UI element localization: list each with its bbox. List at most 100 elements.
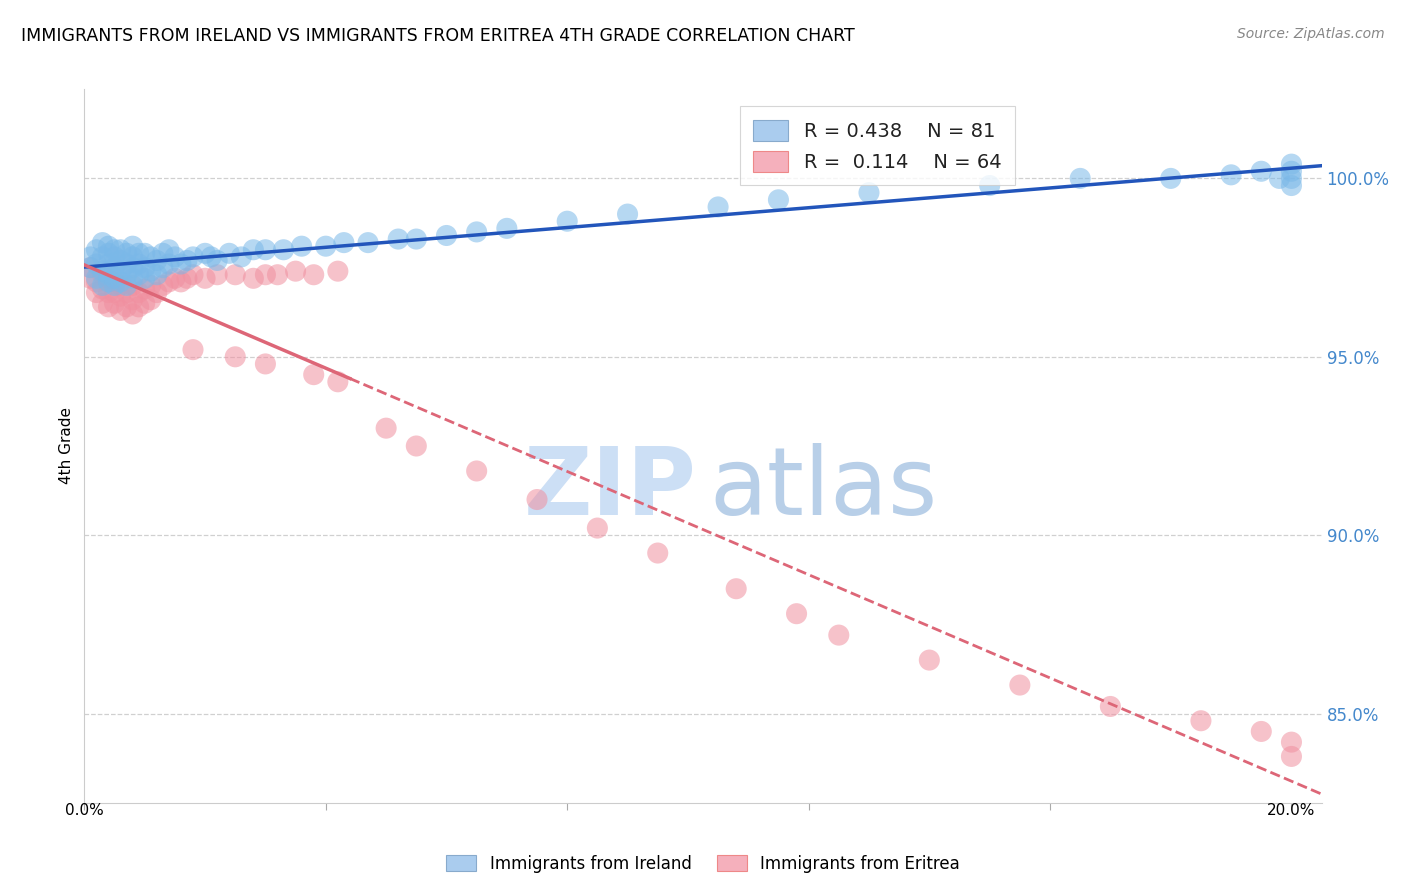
Point	[79, 260, 101, 275]
Point	[91, 268, 114, 282]
Point	[146, 285, 169, 300]
Point	[194, 271, 217, 285]
Point	[555, 214, 578, 228]
Point	[254, 357, 277, 371]
Point	[97, 268, 120, 282]
Point	[86, 271, 108, 285]
Point	[115, 268, 138, 282]
Point	[134, 246, 156, 260]
Point	[1250, 164, 1272, 178]
Point	[1160, 171, 1182, 186]
Point	[115, 285, 138, 300]
Point	[918, 653, 941, 667]
Point	[146, 253, 169, 268]
Point	[97, 275, 120, 289]
Point	[97, 257, 120, 271]
Point	[97, 271, 120, 285]
Point	[224, 350, 246, 364]
Point	[91, 282, 114, 296]
Point	[1281, 171, 1303, 186]
Point	[979, 178, 1001, 193]
Point	[266, 268, 288, 282]
Point	[157, 243, 180, 257]
Point	[181, 268, 204, 282]
Text: atlas: atlas	[709, 442, 938, 535]
Point	[139, 278, 162, 293]
Point	[218, 246, 240, 260]
Point	[121, 271, 143, 285]
Point	[121, 239, 143, 253]
Point	[110, 289, 132, 303]
Point	[242, 271, 264, 285]
Point	[1220, 168, 1243, 182]
Point	[110, 243, 132, 257]
Point	[97, 239, 120, 253]
Point	[616, 207, 638, 221]
Point	[1250, 724, 1272, 739]
Point	[526, 492, 548, 507]
Point	[163, 271, 186, 285]
Point	[254, 268, 277, 282]
Point	[115, 246, 138, 260]
Point	[858, 186, 880, 200]
Point	[128, 246, 150, 260]
Point	[326, 264, 349, 278]
Point	[170, 275, 193, 289]
Point	[176, 271, 198, 285]
Point	[115, 257, 138, 271]
Point	[333, 235, 356, 250]
Point	[128, 285, 150, 300]
Point	[707, 200, 730, 214]
Point	[121, 250, 143, 264]
Point	[97, 300, 120, 314]
Point	[315, 239, 337, 253]
Point	[103, 271, 125, 285]
Point	[86, 243, 108, 257]
Point	[375, 421, 398, 435]
Point	[110, 303, 132, 318]
Point	[103, 285, 125, 300]
Point	[152, 278, 174, 293]
Point	[86, 285, 108, 300]
Point	[1268, 171, 1291, 186]
Point	[170, 257, 193, 271]
Point	[725, 582, 748, 596]
Point	[134, 296, 156, 310]
Point	[97, 246, 120, 260]
Legend: Immigrants from Ireland, Immigrants from Eritrea: Immigrants from Ireland, Immigrants from…	[440, 848, 966, 880]
Point	[176, 253, 198, 268]
Point	[103, 296, 125, 310]
Point	[1281, 157, 1303, 171]
Point	[121, 260, 143, 275]
Point	[326, 375, 349, 389]
Point	[121, 307, 143, 321]
Point	[139, 293, 162, 307]
Point	[273, 243, 295, 257]
Y-axis label: 4th Grade: 4th Grade	[59, 408, 75, 484]
Point	[495, 221, 517, 235]
Point	[139, 264, 162, 278]
Point	[1189, 714, 1212, 728]
Legend: R = 0.438    N = 81, R =  0.114    N = 64: R = 0.438 N = 81, R = 0.114 N = 64	[740, 106, 1015, 186]
Point	[1281, 735, 1303, 749]
Point	[97, 285, 120, 300]
Point	[786, 607, 808, 621]
Point	[586, 521, 609, 535]
Point	[79, 260, 101, 275]
Point	[302, 368, 325, 382]
Point	[224, 268, 246, 282]
Point	[139, 250, 162, 264]
Point	[181, 343, 204, 357]
Text: IMMIGRANTS FROM IRELAND VS IMMIGRANTS FROM ERITREA 4TH GRADE CORRELATION CHART: IMMIGRANTS FROM IRELAND VS IMMIGRANTS FR…	[21, 27, 855, 45]
Point	[254, 243, 277, 257]
Point	[1069, 171, 1091, 186]
Point	[405, 439, 427, 453]
Point	[1099, 699, 1122, 714]
Point	[291, 239, 314, 253]
Point	[103, 250, 125, 264]
Point	[231, 250, 253, 264]
Point	[194, 246, 217, 260]
Point	[405, 232, 427, 246]
Point	[242, 243, 264, 257]
Point	[103, 243, 125, 257]
